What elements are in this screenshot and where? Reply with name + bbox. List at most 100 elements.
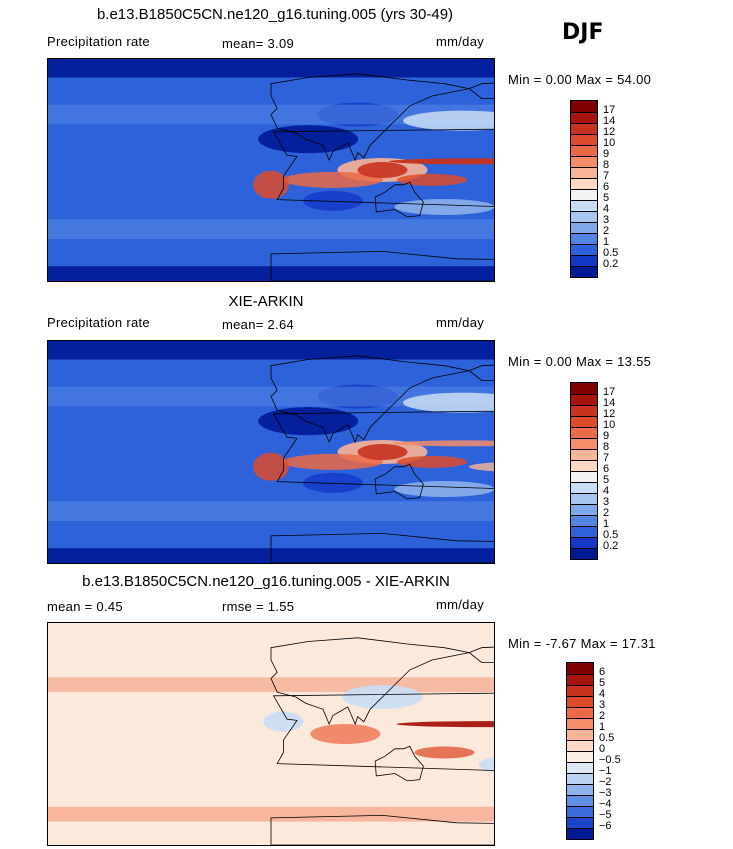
colorbar-swatch [571, 471, 597, 482]
coastline [272, 128, 494, 207]
colorbar-tick-label: 0.2 [603, 540, 619, 552]
colorbar-swatch [571, 515, 597, 526]
colorbar-tick-label: 12 [603, 408, 616, 420]
colorbar-tick-label: 1 [603, 236, 610, 248]
panel1-minmax: Min = 0.00 Max = 54.00 [508, 72, 652, 87]
map-field [48, 59, 494, 281]
colorbar-swatch [571, 482, 597, 493]
panel1-units: mm/day [436, 34, 485, 49]
panel3-title: b.e13.B1850C5CN.ne120_g16.tuning.005 - X… [82, 573, 450, 590]
colorbar-tick-label: 2 [599, 710, 606, 722]
colorbar-tick-label: 4 [599, 688, 606, 700]
coastline [374, 463, 424, 500]
panel1-left-label: Precipitation rate [47, 34, 150, 49]
colorbar-swatch [571, 266, 597, 277]
colorbar-swatch [571, 548, 597, 559]
colorbar-swatch [567, 674, 593, 685]
colorbar-swatch [571, 449, 597, 460]
colorbar-tick-label: 6 [603, 181, 610, 193]
colorbar-tick-label: 3 [603, 496, 610, 508]
colorbar-tick-label: −6 [599, 820, 612, 832]
panel3-units: mm/day [436, 597, 485, 612]
coastline [270, 532, 494, 563]
colorbar-tick-label: 17 [603, 386, 616, 398]
colorbar-swatch [571, 123, 597, 134]
panel1-colorbar [570, 100, 598, 278]
panel1-colorbar-labels: 17 14 12 10 9 8 7 6 5 4 3 2 1 0.5 0.2 [603, 100, 643, 276]
colorbar-tick-label: −2 [599, 776, 612, 788]
coastline [374, 181, 424, 218]
coastline [270, 637, 470, 726]
colorbar-swatch [567, 828, 593, 839]
coastline [272, 692, 494, 771]
colorbar-swatch [567, 795, 593, 806]
colorbar-tick-label: 9 [603, 430, 610, 442]
colorbar-tick-label: 4 [603, 485, 610, 497]
colorbar-tick-label: 0.2 [603, 258, 619, 270]
colorbar-tick-label: 5 [599, 677, 606, 689]
colorbar-tick-label: −3 [599, 787, 612, 799]
colorbar-swatch [567, 663, 593, 674]
colorbar-tick-label: 0 [599, 743, 606, 755]
colorbar-swatch [571, 416, 597, 427]
coastline [270, 73, 470, 162]
colorbar-swatch [567, 740, 593, 751]
colorbar-swatch [571, 112, 597, 123]
panel2-minmax: Min = 0.00 Max = 13.55 [508, 354, 652, 369]
colorbar-tick-label: 5 [603, 192, 610, 204]
colorbar-swatch [571, 427, 597, 438]
colorbar-tick-label: 7 [603, 452, 610, 464]
colorbar-swatch [571, 134, 597, 145]
colorbar-swatch [571, 167, 597, 178]
colorbar-swatch [571, 200, 597, 211]
coastline [270, 250, 494, 281]
panel2-mean-label: mean= 2.64 [222, 317, 295, 332]
colorbar-swatch [571, 405, 597, 416]
colorbar-swatch [571, 211, 597, 222]
colorbar-swatch [571, 394, 597, 405]
colorbar-swatch [567, 806, 593, 817]
colorbar-swatch [571, 233, 597, 244]
colorbar-tick-label: 6 [599, 666, 606, 678]
panel2-colorbar-labels: 17 14 12 10 9 8 7 6 5 4 3 2 1 0.5 0.2 [603, 382, 643, 558]
coastline [270, 814, 494, 845]
colorbar-tick-label: 14 [603, 397, 616, 409]
colorbar-swatch [567, 762, 593, 773]
colorbar-swatch [571, 145, 597, 156]
colorbar-swatch [571, 383, 597, 394]
panel2-colorbar [570, 382, 598, 560]
colorbar-tick-label: 8 [603, 159, 610, 171]
colorbar-tick-label: 7 [603, 170, 610, 182]
panel3-colorbar-labels: 6 5 4 3 2 1 0.5 0 −0.5 −1 −2 −3 −4 −5 −6 [599, 662, 643, 838]
colorbar-tick-label: 10 [603, 137, 616, 149]
colorbar-tick-label: 8 [603, 441, 610, 453]
colorbar-tick-label: 3 [599, 699, 606, 711]
colorbar-tick-label: 6 [603, 463, 610, 475]
colorbar-tick-label: −5 [599, 809, 612, 821]
colorbar-swatch [571, 222, 597, 233]
map-field [48, 623, 494, 845]
panel1-map [47, 58, 495, 282]
panel2-map [47, 340, 495, 564]
colorbar-swatch [567, 773, 593, 784]
colorbar-tick-label: 0.5 [603, 247, 619, 259]
colorbar-tick-label: 9 [603, 148, 610, 160]
colorbar-swatch [571, 255, 597, 266]
panel3-rmse-label: rmse = 1.55 [222, 599, 295, 614]
colorbar-swatch [567, 817, 593, 828]
colorbar-tick-label: 1 [603, 518, 610, 530]
coastline [374, 745, 424, 782]
panel3-colorbar [566, 662, 594, 840]
panel2-left-label: Precipitation rate [47, 315, 150, 330]
colorbar-tick-label: −0.5 [599, 754, 621, 766]
colorbar-tick-label: 17 [603, 104, 616, 116]
colorbar-tick-label: 0.5 [603, 529, 619, 541]
colorbar-swatch [571, 504, 597, 515]
colorbar-swatch [571, 189, 597, 200]
colorbar-tick-label: 2 [603, 225, 610, 237]
colorbar-swatch [567, 707, 593, 718]
colorbar-tick-label: 10 [603, 419, 616, 431]
colorbar-swatch [567, 729, 593, 740]
panel3-minmax: Min = -7.67 Max = 17.31 [508, 636, 656, 651]
colorbar-tick-label: 0.5 [599, 732, 615, 744]
